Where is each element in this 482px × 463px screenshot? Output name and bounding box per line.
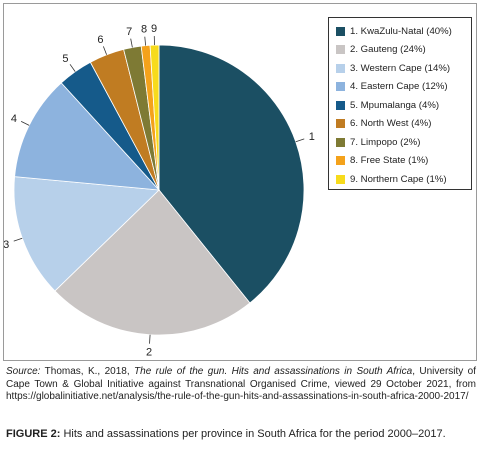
legend-item-2: 2. Gauteng (24%) — [336, 41, 471, 60]
pie-slice-9 — [149, 44, 160, 191]
callout-line-7 — [130, 38, 133, 48]
legend-label-9: 9. Northern Cape (1%) — [350, 173, 447, 185]
pie-chart: 1 2 3 4 5 6 7 8 9 — [4, 23, 315, 359]
caption-label: FIGURE 2: — [6, 428, 61, 440]
legend-swatch-5 — [336, 100, 345, 110]
callout-label-3: 3 — [4, 239, 9, 251]
legend-swatch-9 — [336, 174, 345, 184]
callout-label-9: 9 — [151, 23, 157, 35]
callout-line-5 — [69, 64, 76, 72]
callout-line-3 — [13, 237, 23, 242]
legend-item-5: 5. Mpumalanga (4%) — [336, 96, 471, 115]
legend-label-6: 6. North West (4%) — [350, 118, 432, 130]
callout-label-7: 7 — [126, 26, 132, 38]
callout-line-1 — [295, 138, 305, 143]
callout-line-4 — [20, 121, 30, 126]
legend-label-2: 2. Gauteng (24%) — [350, 44, 426, 56]
legend-label-7: 7. Limpopo (2%) — [350, 136, 421, 148]
source-label: Source: — [6, 366, 41, 377]
callout-label-6: 6 — [97, 34, 103, 46]
source-text-before: Thomas, K., 2018, — [40, 366, 135, 377]
legend-item-1: 1. KwaZulu-Natal (40%) — [336, 22, 471, 41]
legend-item-7: 7. Limpopo (2%) — [336, 133, 471, 152]
pie-slice-4 — [14, 82, 160, 191]
legend-swatch-8 — [336, 156, 345, 166]
callout-line-8 — [144, 36, 147, 46]
figure-caption: FIGURE 2: Hits and assassinations per pr… — [6, 428, 476, 441]
legend-item-6: 6. North West (4%) — [336, 115, 471, 134]
legend-label-4: 4. Eastern Cape (12%) — [350, 81, 448, 93]
legend-swatch-6 — [336, 119, 345, 129]
legend-item-4: 4. Eastern Cape (12%) — [336, 78, 471, 97]
legend: 1. KwaZulu-Natal (40%) 2. Gauteng (24%) 3.… — [328, 17, 472, 190]
callout-label-2: 2 — [146, 347, 152, 359]
legend-item-3: 3. Western Cape (14%) — [336, 59, 471, 78]
callout-line-6 — [102, 46, 107, 55]
callout-label-8: 8 — [141, 24, 147, 36]
legend-label-5: 5. Mpumalanga (4%) — [350, 99, 440, 111]
legend-label-1: 1. KwaZulu-Natal (40%) — [350, 25, 452, 37]
legend-swatch-2 — [336, 45, 345, 55]
pie-slice-1 — [158, 44, 305, 304]
legend-swatch-4 — [336, 82, 345, 92]
caption-text: Hits and assassinations per province in … — [60, 428, 446, 440]
legend-swatch-1 — [336, 26, 345, 36]
source-title: The rule of the gun. Hits and assassinat… — [134, 366, 413, 377]
legend-item-9: 9. Northern Cape (1%) — [336, 170, 471, 189]
legend-swatch-7 — [336, 137, 345, 147]
source-text-after: , University of Cape Town & Global Initi… — [6, 366, 477, 402]
pie-slice-3 — [13, 176, 160, 292]
callout-label-1: 1 — [309, 131, 315, 143]
legend-label-3: 3. Western Cape (14%) — [350, 62, 451, 74]
legend-item-8: 8. Free State (1%) — [336, 152, 471, 171]
callout-label-5: 5 — [62, 53, 68, 65]
callout-label-4: 4 — [11, 113, 17, 125]
legend-label-8: 8. Free State (1%) — [350, 155, 429, 167]
source-note: Source: Thomas, K., 2018, The rule of th… — [6, 366, 476, 404]
callout-line-2 — [149, 334, 151, 344]
legend-swatch-3 — [336, 63, 345, 73]
